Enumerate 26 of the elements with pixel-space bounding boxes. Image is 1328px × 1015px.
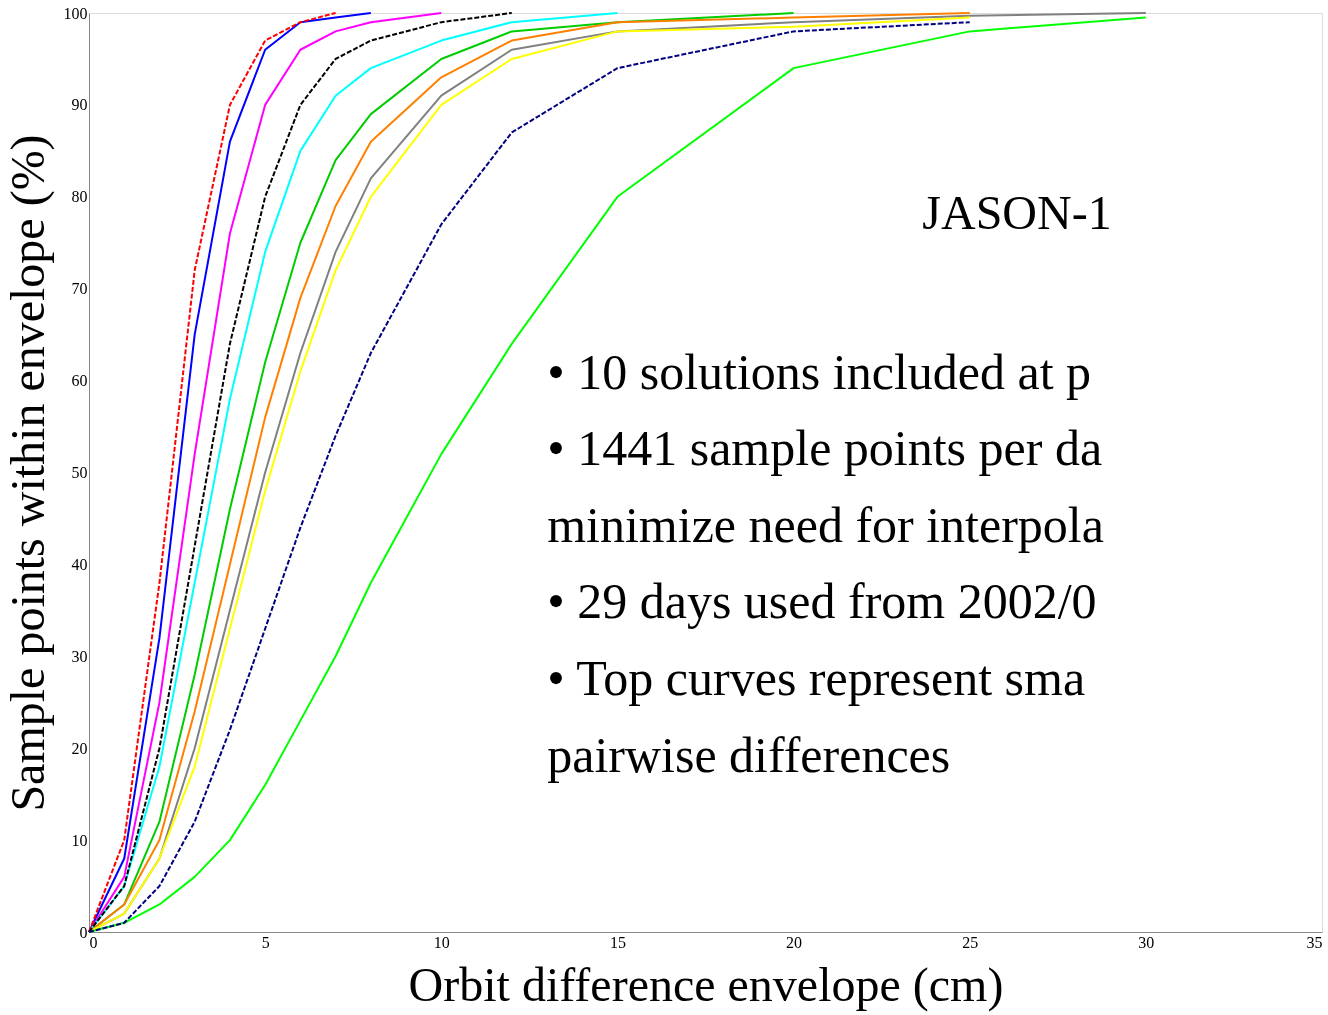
annotation: minimize need for interpola (547, 496, 1104, 553)
y-tick-label: 80 (71, 188, 88, 206)
annotation: • 1441 sample points per da (547, 420, 1103, 477)
annotation: • 29 days used from 2002/0 (547, 573, 1097, 630)
x-tick-label: 20 (786, 933, 803, 951)
x-tick-label: 10 (433, 933, 450, 951)
y-tick-label: 40 (71, 555, 88, 573)
y-tick-label: 10 (71, 831, 88, 849)
y-axis-title: Sample points within envelope (%) (0, 134, 55, 812)
x-tick-label: 35 (1306, 933, 1323, 951)
y-tick-label: 60 (71, 372, 88, 390)
annotation: pairwise differences (547, 726, 951, 783)
y-tick-label: 90 (71, 96, 88, 114)
annotation: JASON-1 (922, 186, 1112, 240)
x-tick-label: 15 (609, 933, 626, 951)
x-tick-label: 25 (962, 933, 979, 951)
x-tick-label: 5 (261, 933, 270, 951)
annotation: • Top curves represent sma (547, 650, 1086, 707)
x-axis-title: Orbit difference envelope (cm) (408, 957, 1004, 1012)
y-tick-label: 50 (71, 464, 88, 481)
y-tick-label: 20 (71, 739, 88, 757)
annotation: • 10 solutions included at p (547, 343, 1092, 400)
y-tick-label: 30 (71, 647, 88, 665)
y-tick-label: 100 (63, 4, 88, 22)
x-tick-label: 30 (1138, 933, 1155, 951)
y-tick-label: 70 (71, 280, 88, 298)
